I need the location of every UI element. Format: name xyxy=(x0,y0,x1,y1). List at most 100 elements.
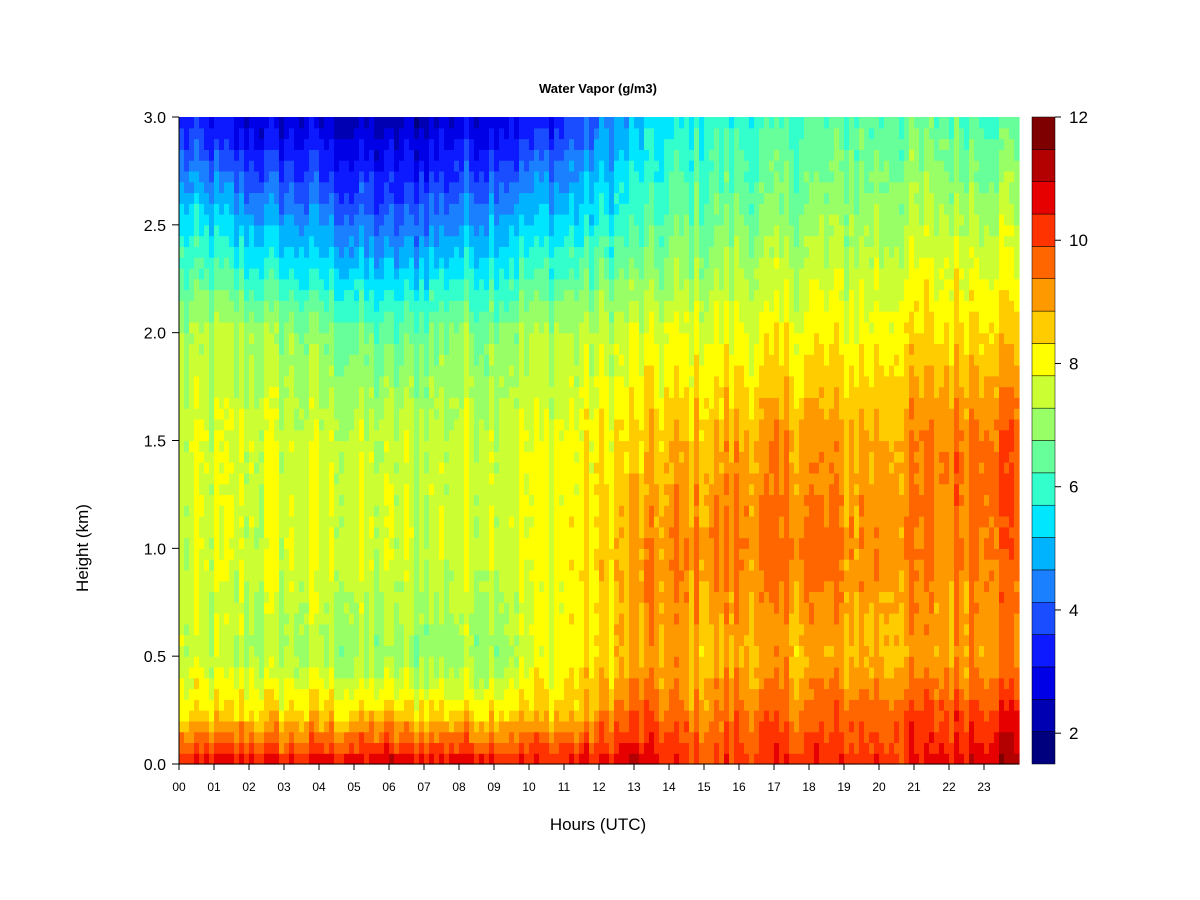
heatmap-cell xyxy=(374,343,380,355)
heatmap-cell xyxy=(464,505,470,517)
heatmap-cell xyxy=(444,117,450,129)
heatmap-cell xyxy=(259,332,265,345)
heatmap-cell xyxy=(549,408,555,420)
heatmap-cell xyxy=(439,591,445,603)
heatmap-cell xyxy=(204,569,210,582)
heatmap-cell xyxy=(479,731,485,744)
heatmap-cell xyxy=(314,365,320,377)
heatmap-cell xyxy=(299,580,305,593)
heatmap-cell xyxy=(309,537,315,549)
heatmap-cell xyxy=(179,483,185,496)
heatmap-cell xyxy=(219,505,225,517)
heatmap-cell xyxy=(229,203,235,215)
heatmap-cell xyxy=(549,138,555,150)
heatmap-cell xyxy=(564,515,570,528)
heatmap-cell xyxy=(214,181,220,194)
heatmap-cell xyxy=(184,321,190,334)
heatmap-cell xyxy=(254,483,260,496)
heatmap-cell xyxy=(584,418,590,431)
heatmap-cell xyxy=(329,623,335,636)
heatmap-cell xyxy=(549,688,555,700)
heatmap-cell xyxy=(234,418,240,431)
heatmap-cell xyxy=(524,386,530,398)
heatmap-cell xyxy=(254,537,260,549)
heatmap-cell xyxy=(489,462,495,474)
heatmap-cell xyxy=(564,623,570,636)
heatmap-cell xyxy=(444,138,450,150)
heatmap-cell xyxy=(429,224,435,237)
heatmap-cell xyxy=(524,246,530,258)
heatmap-cell xyxy=(399,537,405,549)
heatmap-cell xyxy=(394,505,400,517)
heatmap-cell xyxy=(444,505,450,517)
heatmap-cell xyxy=(399,246,405,258)
heatmap-cell xyxy=(219,343,225,355)
heatmap-cell xyxy=(489,203,495,215)
heatmap-cell xyxy=(549,451,555,463)
heatmap-cell xyxy=(339,397,345,409)
heatmap-cell xyxy=(324,451,330,463)
heatmap-cell xyxy=(254,623,260,636)
heatmap-cell xyxy=(329,343,335,355)
heatmap-cell xyxy=(434,203,440,215)
heatmap-cell xyxy=(579,192,585,204)
heatmap-cell xyxy=(344,548,350,560)
heatmap-cell xyxy=(289,580,295,593)
heatmap-cell xyxy=(469,181,475,194)
heatmap-cell xyxy=(384,559,390,571)
heatmap-cell xyxy=(204,321,210,334)
heatmap-cell xyxy=(179,278,185,291)
heatmap-cell xyxy=(409,451,415,463)
heatmap-cell xyxy=(329,602,335,614)
heatmap-cell xyxy=(354,688,360,700)
heatmap-cell xyxy=(209,753,215,765)
heatmap-cell xyxy=(549,462,555,474)
heatmap-cell xyxy=(584,257,590,269)
heatmap-cell xyxy=(324,666,330,679)
heatmap-cell xyxy=(209,214,215,226)
heatmap-cell xyxy=(344,160,350,172)
heatmap-cell xyxy=(389,170,395,183)
heatmap-cell xyxy=(539,149,545,161)
heatmap-cell xyxy=(549,418,555,431)
heatmap-cell xyxy=(454,429,460,442)
heatmap-cell xyxy=(184,731,190,744)
heatmap-cell xyxy=(559,569,565,582)
heatmap-cell xyxy=(279,214,285,226)
heatmap-cell xyxy=(474,224,480,237)
heatmap-cell xyxy=(584,386,590,398)
heatmap-cell xyxy=(419,321,425,334)
heatmap-cell xyxy=(394,494,400,506)
heatmap-cell xyxy=(524,224,530,237)
heatmap-cell xyxy=(479,343,485,355)
heatmap-cell xyxy=(209,666,215,679)
heatmap-cell xyxy=(244,224,250,237)
heatmap-cell xyxy=(464,149,470,161)
heatmap-cell xyxy=(544,117,550,129)
heatmap-cell xyxy=(269,192,275,204)
heatmap-cell xyxy=(394,720,400,733)
heatmap-cell xyxy=(269,214,275,226)
heatmap-cell xyxy=(224,666,230,679)
heatmap-cell xyxy=(199,666,205,679)
heatmap-cell xyxy=(399,666,405,679)
heatmap-cell xyxy=(559,418,565,431)
heatmap-cell xyxy=(409,710,415,722)
heatmap-cell xyxy=(319,472,325,485)
heatmap-cell xyxy=(444,645,450,657)
heatmap-cell xyxy=(289,235,295,247)
heatmap-cell xyxy=(189,278,195,291)
heatmap-cell xyxy=(319,429,325,442)
heatmap-cell xyxy=(299,267,305,280)
heatmap-cell xyxy=(524,278,530,291)
heatmap-cell xyxy=(389,623,395,636)
heatmap-cell xyxy=(299,623,305,636)
heatmap-cell xyxy=(559,548,565,560)
heatmap-cell xyxy=(349,559,355,571)
heatmap-cell xyxy=(559,397,565,409)
heatmap-cell xyxy=(339,375,345,388)
heatmap-cell xyxy=(579,462,585,474)
heatmap-cell xyxy=(429,160,435,172)
heatmap-cell xyxy=(234,710,240,722)
heatmap-cell xyxy=(359,429,365,442)
